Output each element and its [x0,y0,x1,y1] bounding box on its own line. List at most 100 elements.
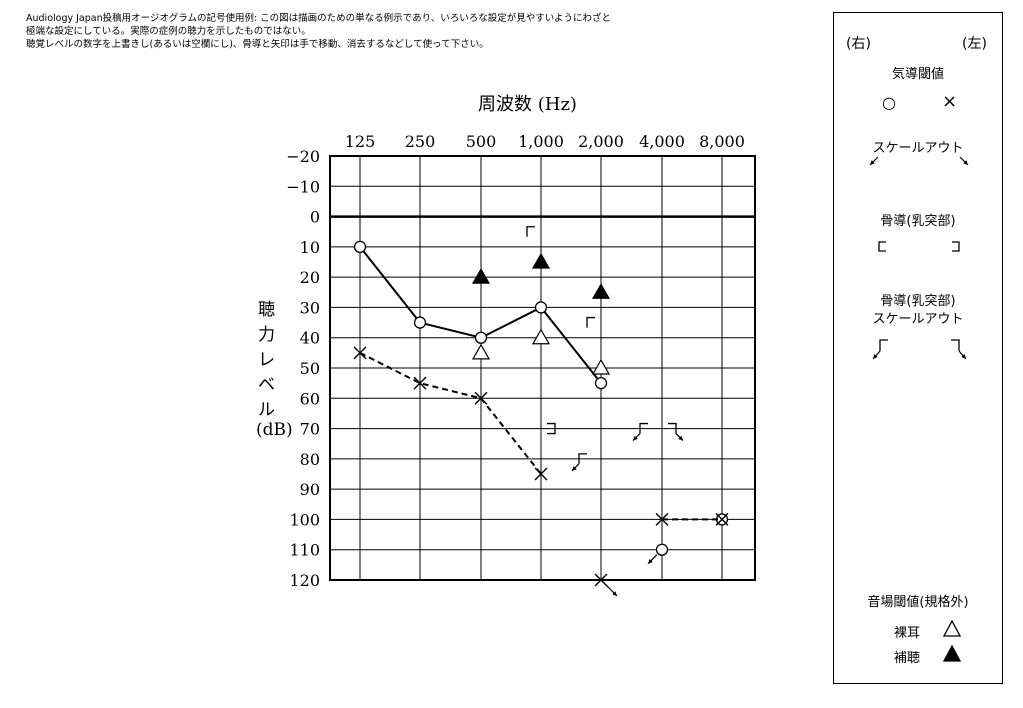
arrow-head [572,466,577,471]
data-point [668,422,684,441]
y-axis-label-char: レ [258,350,275,370]
y-tick-label: 120 [289,571,320,590]
x-tick-label: 8,000 [699,132,745,151]
x-tick-label: 125 [345,132,376,151]
legend-air-left-symbol: × [942,91,958,112]
data-point [474,391,488,405]
triangle-marker [471,267,491,284]
cross-marker [594,573,608,587]
audiogram-chart: 125 250 500 1,000 2,000 4,000 8,000 −20 −10 0 10 20… [286,132,756,597]
data-point [591,358,611,375]
data-point [534,301,548,314]
y-tick-label: 80 [300,450,320,469]
data-point [353,240,367,254]
cross-marker [534,467,548,481]
data-point [526,226,535,237]
data-point [413,316,427,329]
y-tick-label: 60 [300,389,320,408]
data-point [715,512,729,526]
circle-marker [534,301,548,314]
triangle-marker [591,358,611,375]
legend-aided-triangle [942,644,962,662]
legend-bone-scaleout-title: 骨導(乳突部) [880,294,956,309]
legend-bone-scaleout-left-symbol [951,339,960,351]
legend-scaleout-left-arrow [959,156,969,166]
legend-panel: (右) (左) 気導閾値 ○ × スケールアウト 骨導(乳突部) 骨導(乳突部)… [833,12,1003,684]
data-point [534,467,548,481]
cross-marker [655,512,669,526]
y-tick-label: 110 [289,541,320,560]
cross-marker [715,512,729,526]
data-point [594,376,608,390]
bone-left-scaleout-marker [668,422,677,434]
data-point [547,422,556,435]
data-point [591,283,611,299]
x-tick-label: 1,000 [518,132,564,151]
series-line-dashed [359,351,542,475]
legend-bone-scaleout-subtitle: スケールアウト [872,312,964,327]
bone-right-marker [586,316,595,328]
note-line: 極端な設定にしている。実際の症例の聴力を示したものではない。 [26,26,311,37]
bone-right-scaleout-marker [639,422,648,434]
data-point [353,346,367,360]
circle-marker [474,331,488,344]
legend-scaleout-title: スケールアウト [872,141,964,156]
legend-soundfield-title: 音場閾値(規格外) [867,595,969,610]
legend-bone-scaleout-right-symbol [879,339,888,351]
x-tick-label: 2,000 [578,132,624,151]
data-point [632,422,648,441]
y-tick-label: 50 [300,359,320,378]
legend-unaided-label: 裸耳 [894,626,921,641]
bone-right-scaleout-marker [578,453,587,464]
data-point [413,376,427,390]
triangle-marker [591,283,611,299]
data-point [647,543,669,565]
instruction-note: Audiology Japan投稿用オージオグラムの記号使用例: この図は描画の… [26,12,816,51]
arrow-head [633,435,638,441]
y-tick-label: 70 [300,420,320,439]
legend-unaided-triangle [942,619,962,637]
note-line: 聴覚レベルの数字を上書きし(あるいは空欄にし)、骨導と矢印は手で移動、消去するな… [26,39,489,50]
cross-marker [413,376,427,390]
y-axis-label: 聴 力 レ ベ ル [258,298,298,423]
triangle-marker [471,343,491,360]
arrow-head [870,160,875,165]
triangle-marker [531,328,551,345]
y-tick-label: −20 [286,147,320,166]
y-tick-label: 20 [300,268,320,287]
plot-frame [329,155,756,581]
y-axis-label-char: 力 [258,325,275,345]
x-tick-label: 500 [466,132,497,151]
bone-left-marker [547,422,556,435]
y-tick-label: 40 [300,329,320,348]
y-tick-label: −10 [286,177,320,196]
circle-marker [353,240,367,254]
legend-bone-right-symbol [878,241,886,252]
arrow-head [961,354,966,359]
legend-air-title: 気導閾値 [891,67,944,82]
y-axis-label-char: ベ [258,375,275,395]
data-point [571,453,587,472]
circle-marker [655,543,669,556]
data-point [594,573,618,597]
x-tick-label: 250 [405,132,436,151]
y-axis-unit: (dB) [256,420,293,440]
arrow-head [648,558,653,564]
circle-marker [413,316,427,329]
legend-symbols [869,156,969,662]
frequency-axis-title: 周波数 (Hz) [478,94,577,115]
data-point [471,343,491,360]
triangle-marker [531,252,551,269]
data-point [471,267,491,284]
note-line: Audiology Japan投稿用オージオグラムの記号使用例: この図は描画の… [26,13,612,24]
legend-air-right-symbol: ○ [882,93,896,112]
y-tick-label: 10 [300,238,320,257]
cross-marker [353,346,367,360]
arrow-head [963,160,968,165]
y-axis-label-char: 聴 [258,300,275,320]
legend-bone-title: 骨導(乳突部) [880,214,956,229]
bone-right-marker [526,226,535,237]
grid [329,155,756,581]
data-point [655,512,669,526]
y-axis-label-char: ル [258,400,275,420]
